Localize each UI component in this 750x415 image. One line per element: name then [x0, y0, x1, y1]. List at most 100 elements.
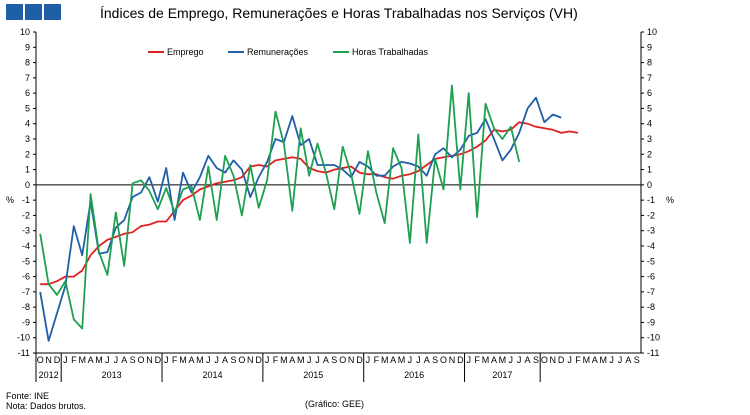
footer-credit: (Gráfico: GEE) [305, 399, 365, 409]
y-tick-label-right: -10 [647, 333, 660, 343]
x-tick-label: N [146, 355, 153, 365]
x-tick-label: S [432, 355, 438, 365]
x-tick-label: A [121, 355, 127, 365]
x-tick-label: M [179, 355, 187, 365]
x-tick-label: A [525, 355, 531, 365]
x-tick-label: S [331, 355, 337, 365]
x-tick-label: D [558, 355, 565, 365]
x-tick-label: F [71, 355, 77, 365]
series-line-horas-trabalhadas [39, 84, 521, 330]
y-tick-label-right: 5 [647, 103, 652, 113]
x-tick-label: A [491, 355, 497, 365]
logo [6, 4, 61, 20]
y-tick-label-right: 4 [647, 119, 652, 129]
y-tick-label-left: -11 [18, 348, 30, 358]
y-tick-label-right: 9 [647, 42, 652, 52]
y-tick-label-left: -10 [17, 333, 30, 343]
y-tick-label-left: -7 [22, 287, 30, 297]
x-tick-label: F [474, 355, 480, 365]
y-tick-label-left: -8 [22, 302, 30, 312]
x-tick-label: J [63, 355, 68, 365]
footer-source: Fonte: INE [6, 391, 50, 401]
x-tick-label: A [592, 355, 598, 365]
x-tick-label: J [265, 355, 270, 365]
logo-block [44, 4, 61, 20]
y-tick-label-right: -11 [647, 348, 659, 358]
x-tick-label: J [164, 355, 169, 365]
x-tick-label: M [95, 355, 103, 365]
x-tick-label: J [567, 355, 572, 365]
x-tick-label: M [398, 355, 406, 365]
y-tick-label-left: -2 [22, 210, 30, 220]
y-tick-label-right: -9 [647, 317, 655, 327]
x-tick-label: F [273, 355, 279, 365]
x-tick-label: S [634, 355, 640, 365]
x-tick-label: O [138, 355, 145, 365]
y-tick-label-left: 7 [25, 73, 30, 83]
x-tick-label: N [550, 355, 557, 365]
x-tick-label: M [381, 355, 389, 365]
x-tick-label: M [196, 355, 204, 365]
logo-block [25, 4, 42, 20]
x-tick-label: A [625, 355, 631, 365]
y-tick-label-right: 2 [647, 149, 652, 159]
x-tick-label: J [517, 355, 522, 365]
y-tick-label-left: 3 [25, 134, 30, 144]
x-tick-label: J [609, 355, 614, 365]
x-tick-label: J [214, 355, 219, 365]
x-tick-label: O [541, 355, 548, 365]
year-label: 2014 [202, 370, 222, 380]
x-tick-label: A [424, 355, 430, 365]
x-tick-label: N [45, 355, 52, 365]
x-tick-label: N [247, 355, 254, 365]
legend-label: Horas Trabalhadas [352, 47, 429, 57]
year-label: 2016 [404, 370, 424, 380]
year-label: 2012 [39, 370, 59, 380]
y-tick-label-left: -4 [22, 241, 30, 251]
y-tick-label-right: 10 [647, 27, 657, 37]
y-tick-label-right: -5 [647, 256, 655, 266]
x-tick-label: A [289, 355, 295, 365]
y-tick-label-left: -9 [22, 317, 30, 327]
y-tick-label-left: 2 [25, 149, 30, 159]
x-tick-label: M [583, 355, 591, 365]
y-tick-label-left: 10 [20, 27, 30, 37]
x-tick-label: J [408, 355, 413, 365]
x-tick-label: J [366, 355, 371, 365]
x-tick-label: S [533, 355, 539, 365]
x-tick-label: M [499, 355, 507, 365]
y-tick-label-right: 0 [647, 180, 652, 190]
x-tick-label: D [356, 355, 363, 365]
x-tick-label: J [509, 355, 514, 365]
x-tick-label: N [348, 355, 355, 365]
y-tick-label-right: -3 [647, 226, 655, 236]
y-tick-label-right: -7 [647, 287, 655, 297]
x-tick-label: F [575, 355, 581, 365]
y-tick-label-left: 0 [25, 180, 30, 190]
legend-label: Remunerações [247, 47, 309, 57]
x-tick-label: J [466, 355, 471, 365]
x-tick-label: F [172, 355, 178, 365]
y-tick-label-right: 8 [647, 58, 652, 68]
series-line-emprego [40, 121, 579, 286]
x-tick-label: D [54, 355, 61, 365]
x-tick-label: F [374, 355, 380, 365]
x-tick-label: J [206, 355, 211, 365]
x-tick-label: J [105, 355, 110, 365]
series-line-remunerações [39, 96, 562, 342]
y-axis-title-right: % [666, 195, 674, 205]
x-tick-label: A [390, 355, 396, 365]
x-tick-label: O [339, 355, 346, 365]
y-axis-title-left: % [6, 195, 14, 205]
x-tick-label: A [323, 355, 329, 365]
year-label: 2017 [492, 370, 512, 380]
y-tick-label-right: -4 [647, 241, 655, 251]
x-tick-label: A [188, 355, 194, 365]
y-tick-label-left: 4 [25, 119, 30, 129]
x-tick-label: J [416, 355, 421, 365]
y-tick-label-left: -6 [22, 272, 30, 282]
logo-block [6, 4, 23, 20]
y-tick-label-right: -6 [647, 272, 655, 282]
y-tick-label-right: -2 [647, 210, 655, 220]
